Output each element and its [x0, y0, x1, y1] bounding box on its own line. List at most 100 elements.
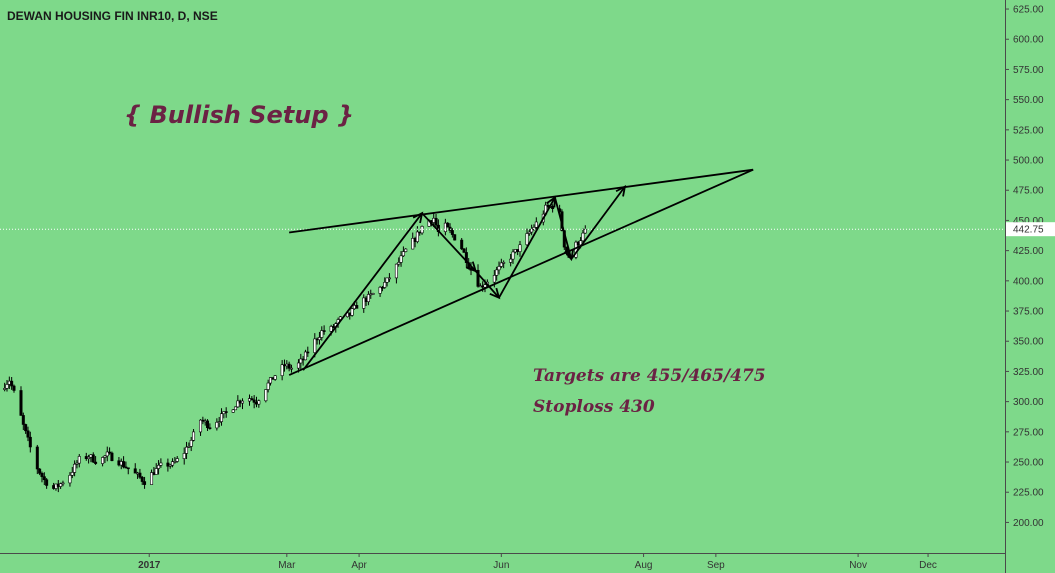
- x-tick-label: Jun: [493, 560, 509, 571]
- y-tick-label: 525.00: [1013, 125, 1044, 136]
- candle-body: [26, 430, 30, 438]
- candle-body: [509, 258, 513, 263]
- candle-body: [378, 286, 382, 294]
- candle-body: [199, 419, 203, 433]
- candle-body: [383, 282, 387, 288]
- arrow-head: [615, 184, 627, 197]
- candle-body: [70, 472, 74, 476]
- y-tick-label: 250.00: [1013, 458, 1044, 469]
- candle-body: [511, 251, 515, 260]
- y-tick-label: 225.00: [1013, 488, 1044, 499]
- candle-body: [264, 389, 268, 402]
- y-tick-label: 325.00: [1013, 367, 1044, 378]
- y-tick-label: 275.00: [1013, 427, 1044, 438]
- candle-body: [38, 468, 42, 474]
- candle-body: [306, 351, 310, 354]
- swing-arrow: [498, 197, 556, 299]
- x-tick-label: Apr: [351, 560, 367, 571]
- candle-body: [40, 473, 44, 477]
- bullish-setup-annotation: { Bullish Setup }: [124, 101, 354, 129]
- candle-body: [91, 454, 95, 463]
- last-price-label: 442.75: [1013, 225, 1044, 236]
- candle-body: [110, 452, 114, 462]
- candle-body: [532, 227, 536, 230]
- candle-body: [3, 388, 7, 390]
- y-tick-label: 450.00: [1013, 216, 1044, 227]
- x-tick-label: Nov: [849, 560, 867, 571]
- candle-body: [460, 239, 464, 250]
- candle-body: [234, 406, 238, 411]
- candle-body: [411, 238, 415, 250]
- candle-body: [495, 269, 499, 276]
- candle-body: [313, 338, 317, 353]
- candle-body: [215, 421, 219, 429]
- y-tick-label: 375.00: [1013, 307, 1044, 318]
- y-tick-label: 600.00: [1013, 35, 1044, 46]
- candle-body: [299, 358, 303, 364]
- candle-body: [187, 446, 191, 448]
- x-tick-label: Dec: [919, 560, 937, 571]
- candle-body: [45, 479, 49, 486]
- swing-arrow: [554, 197, 573, 260]
- candle-body: [182, 453, 186, 459]
- candle-body: [527, 231, 531, 234]
- candle-body: [320, 330, 324, 338]
- candle-body: [483, 284, 487, 288]
- candle-body: [192, 431, 196, 441]
- candle-body: [443, 222, 447, 232]
- candle-body: [464, 252, 468, 264]
- candle-body: [350, 308, 354, 316]
- candle-body: [108, 451, 112, 454]
- y-tick-label: 550.00: [1013, 95, 1044, 106]
- x-tick-label: Mar: [278, 560, 296, 571]
- candle-body: [296, 362, 300, 369]
- candle-body: [317, 337, 321, 341]
- trendline-upper: [289, 168, 754, 234]
- candle-body: [497, 266, 501, 271]
- candle-body: [329, 326, 333, 332]
- candle-body: [241, 400, 245, 404]
- candle-body: [59, 483, 63, 487]
- candle-body: [385, 277, 389, 283]
- y-tick-label: 350.00: [1013, 337, 1044, 348]
- candle-body: [581, 232, 585, 242]
- candle-body: [525, 233, 529, 246]
- candle-body: [94, 461, 98, 464]
- candle-body: [75, 462, 79, 465]
- candle-body: [168, 464, 172, 467]
- candle-body: [77, 456, 81, 464]
- candle-body: [257, 400, 261, 405]
- candle-body: [579, 240, 583, 246]
- candle-body: [450, 230, 454, 235]
- candle-body: [12, 385, 16, 391]
- swing-arrow: [421, 212, 477, 272]
- candle-body: [492, 275, 496, 283]
- swing-arrow: [302, 212, 423, 371]
- swing-arrow: [570, 186, 626, 260]
- y-tick-label: 300.00: [1013, 397, 1044, 408]
- x-tick-label: Aug: [635, 560, 653, 571]
- chart-title: DEWAN HOUSING FIN INR10, D, NSE: [7, 9, 218, 23]
- candle-body: [42, 476, 46, 481]
- candle-body: [159, 462, 163, 466]
- x-tick-label: Sep: [707, 560, 725, 571]
- candle-body: [19, 390, 23, 416]
- candle-body: [73, 463, 77, 473]
- candle-body: [171, 461, 175, 466]
- candle-body: [231, 409, 235, 413]
- candle-body: [268, 377, 272, 384]
- candle-body: [150, 472, 154, 485]
- candle-body: [280, 364, 284, 376]
- candle-body: [143, 481, 147, 485]
- candle-body: [103, 455, 107, 458]
- candle-body: [220, 413, 224, 422]
- last-price-badge: [1006, 222, 1055, 237]
- candle-body: [273, 375, 277, 380]
- y-tick-label: 625.00: [1013, 5, 1044, 16]
- candle-body: [266, 382, 270, 390]
- candle-body: [397, 262, 401, 265]
- candle-body: [420, 226, 424, 234]
- candle-body: [446, 222, 450, 228]
- candle-body: [322, 330, 326, 332]
